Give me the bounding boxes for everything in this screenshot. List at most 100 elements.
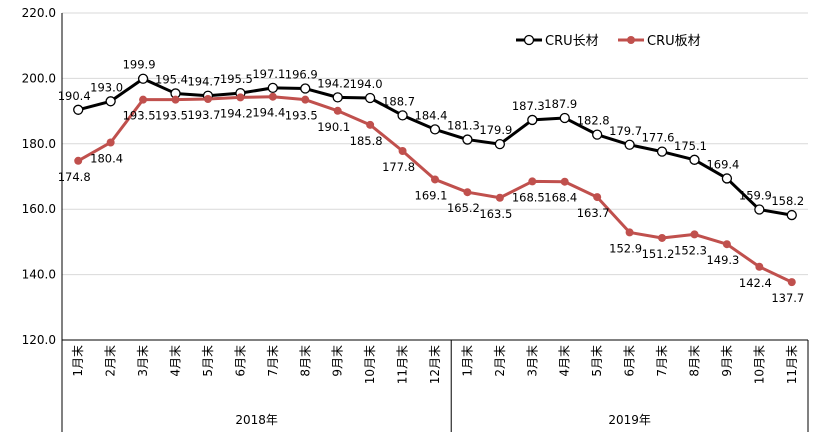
y-tick-label: 220.0 (22, 6, 56, 20)
data-point (106, 138, 115, 147)
data-point (268, 92, 277, 101)
data-label: 142.4 (739, 276, 772, 290)
data-label: 179.7 (609, 124, 642, 138)
legend-label: CRU板材 (647, 34, 701, 49)
data-label: 175.1 (674, 139, 707, 153)
x-tick-label: 5月末 (201, 345, 215, 377)
data-point (431, 175, 439, 184)
data-label: 193.5 (123, 109, 156, 123)
data-label: 151.2 (642, 247, 675, 261)
x-tick-label: 1月末 (71, 345, 85, 377)
data-point (267, 82, 278, 94)
x-tick-label: 9月末 (331, 345, 345, 377)
data-label: 185.8 (350, 134, 383, 148)
legend-marker (627, 36, 635, 44)
data-label: 181.3 (447, 119, 480, 133)
data-point (171, 95, 180, 104)
data-point (203, 95, 212, 104)
y-tick-label: 120.0 (22, 333, 56, 347)
data-point (139, 95, 148, 104)
data-point (397, 110, 408, 121)
data-point (495, 193, 504, 202)
data-point (300, 83, 311, 94)
data-label: 152.9 (609, 241, 642, 255)
data-label: 137.7 (771, 291, 804, 305)
data-point (560, 177, 569, 186)
data-point (528, 177, 537, 186)
data-point (689, 154, 700, 165)
data-point (624, 139, 635, 150)
data-point (236, 93, 245, 102)
data-label: 177.6 (642, 131, 675, 145)
data-label: 193.5 (285, 109, 318, 123)
data-label: 163.5 (479, 207, 512, 221)
x-tick-label: 9月末 (720, 345, 734, 377)
x-tick-label: 2月末 (493, 345, 507, 377)
x-tick-label: 3月末 (136, 345, 150, 377)
data-label: 184.4 (415, 108, 448, 122)
x-tick-label: 4月末 (558, 345, 572, 377)
legend-marker (523, 34, 535, 46)
data-label: 182.8 (577, 114, 610, 128)
data-label: 190.4 (58, 89, 91, 103)
data-label: 152.3 (674, 243, 707, 257)
data-point (398, 146, 407, 155)
data-point (429, 124, 441, 135)
data-label: 149.3 (706, 253, 739, 267)
data-point (364, 92, 376, 104)
x-tick-label: 12月末 (428, 345, 442, 384)
x-tick-label: 4月末 (169, 345, 183, 377)
data-label: 174.8 (58, 170, 91, 184)
data-label: 194.2 (220, 106, 253, 120)
data-point (722, 240, 731, 249)
x-tick-label: 1月末 (460, 345, 474, 377)
data-label: 190.1 (317, 120, 350, 134)
data-label: 197.1 (252, 67, 285, 81)
data-label: 179.9 (479, 123, 512, 137)
data-point (73, 104, 84, 115)
x-group-label: 2018年 (235, 413, 278, 427)
x-tick-label: 10月末 (363, 345, 377, 384)
data-point (74, 156, 83, 165)
data-label: 163.7 (577, 206, 610, 220)
data-point (656, 146, 668, 157)
data-point (593, 193, 602, 202)
data-label: 194.0 (350, 77, 383, 91)
data-point (592, 129, 603, 140)
data-point (721, 173, 733, 184)
data-label: 199.9 (123, 58, 156, 72)
data-label: 193.5 (155, 109, 188, 123)
data-label: 158.2 (771, 194, 804, 208)
x-tick-label: 3月末 (525, 345, 539, 377)
data-point (754, 204, 765, 215)
data-point (463, 188, 472, 197)
data-point (625, 228, 634, 237)
data-label: 180.4 (90, 151, 123, 165)
data-point (690, 230, 699, 239)
data-label: 195.4 (155, 72, 188, 86)
data-label: 168.5 (512, 190, 545, 204)
x-tick-label: 6月末 (233, 345, 247, 377)
y-tick-label: 180.0 (22, 137, 56, 151)
data-point (366, 120, 375, 129)
x-group-label: 2019年 (608, 413, 651, 427)
data-label: 177.8 (382, 160, 415, 174)
data-point (462, 134, 473, 145)
x-tick-label: 7月末 (655, 345, 669, 377)
data-label: 193.7 (187, 108, 220, 122)
data-point (787, 278, 796, 287)
x-tick-label: 2月末 (104, 345, 118, 377)
data-label: 187.3 (512, 99, 545, 113)
x-tick-label: 11月末 (396, 345, 410, 384)
x-tick-label: 8月末 (298, 345, 312, 377)
data-label: 193.0 (90, 80, 123, 94)
data-label: 188.7 (382, 94, 415, 108)
data-point (755, 262, 764, 271)
data-point (105, 96, 116, 107)
legend: CRU长材 CRU板材 (516, 34, 701, 49)
data-label: 195.5 (220, 72, 253, 86)
data-label: 194.4 (252, 106, 285, 120)
